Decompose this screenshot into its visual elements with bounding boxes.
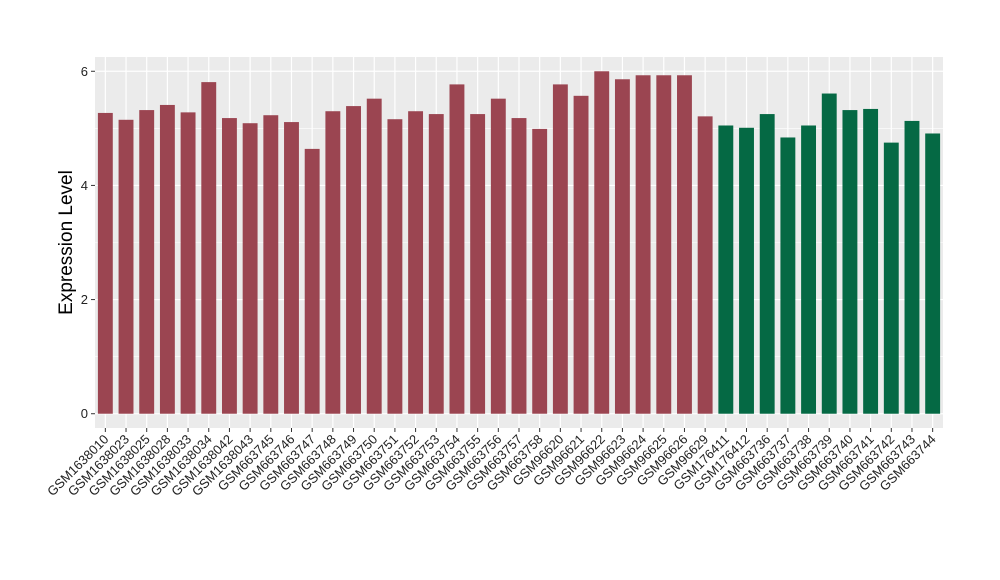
bars-group xyxy=(97,71,941,414)
bar xyxy=(180,112,196,414)
bar xyxy=(449,84,465,414)
y-axis: 0 2 4 6 xyxy=(81,64,95,421)
y-axis-title: Expression Level xyxy=(56,170,77,315)
bar xyxy=(532,128,548,414)
bar xyxy=(718,125,734,414)
bar xyxy=(263,115,279,414)
bar xyxy=(511,118,527,414)
bar xyxy=(573,95,589,414)
bar xyxy=(139,110,155,414)
bar xyxy=(428,114,444,414)
bar xyxy=(842,110,858,414)
y-tick-label: 4 xyxy=(81,178,88,193)
x-axis: GSM1638010GSM1638023GSM1638025GSM1638028… xyxy=(44,428,939,499)
bar xyxy=(201,82,217,414)
y-tick-label: 6 xyxy=(81,64,88,79)
bar xyxy=(159,104,175,414)
bar xyxy=(697,116,713,414)
bar xyxy=(346,106,361,414)
bar xyxy=(759,114,775,414)
bar xyxy=(284,122,299,414)
bar xyxy=(304,148,320,414)
bar xyxy=(801,125,817,414)
bar xyxy=(594,71,610,414)
bar xyxy=(552,84,568,414)
bar xyxy=(242,123,258,414)
bar xyxy=(656,75,672,414)
bar xyxy=(325,111,341,414)
y-tick-label: 0 xyxy=(81,406,88,421)
bar xyxy=(925,133,941,414)
bar xyxy=(883,142,899,414)
bar xyxy=(97,112,113,414)
bar xyxy=(470,114,486,414)
bar xyxy=(739,127,754,414)
bar xyxy=(863,108,879,414)
bar xyxy=(821,93,837,414)
bar xyxy=(780,137,796,414)
bar xyxy=(635,75,651,414)
bar xyxy=(490,98,506,414)
bar xyxy=(221,118,237,414)
bar xyxy=(366,98,382,414)
bar xyxy=(387,119,403,414)
y-tick-label: 2 xyxy=(81,292,88,307)
bar xyxy=(118,119,134,414)
bar xyxy=(677,75,692,414)
bar xyxy=(614,79,630,414)
bar xyxy=(904,120,920,414)
bar xyxy=(408,111,424,414)
